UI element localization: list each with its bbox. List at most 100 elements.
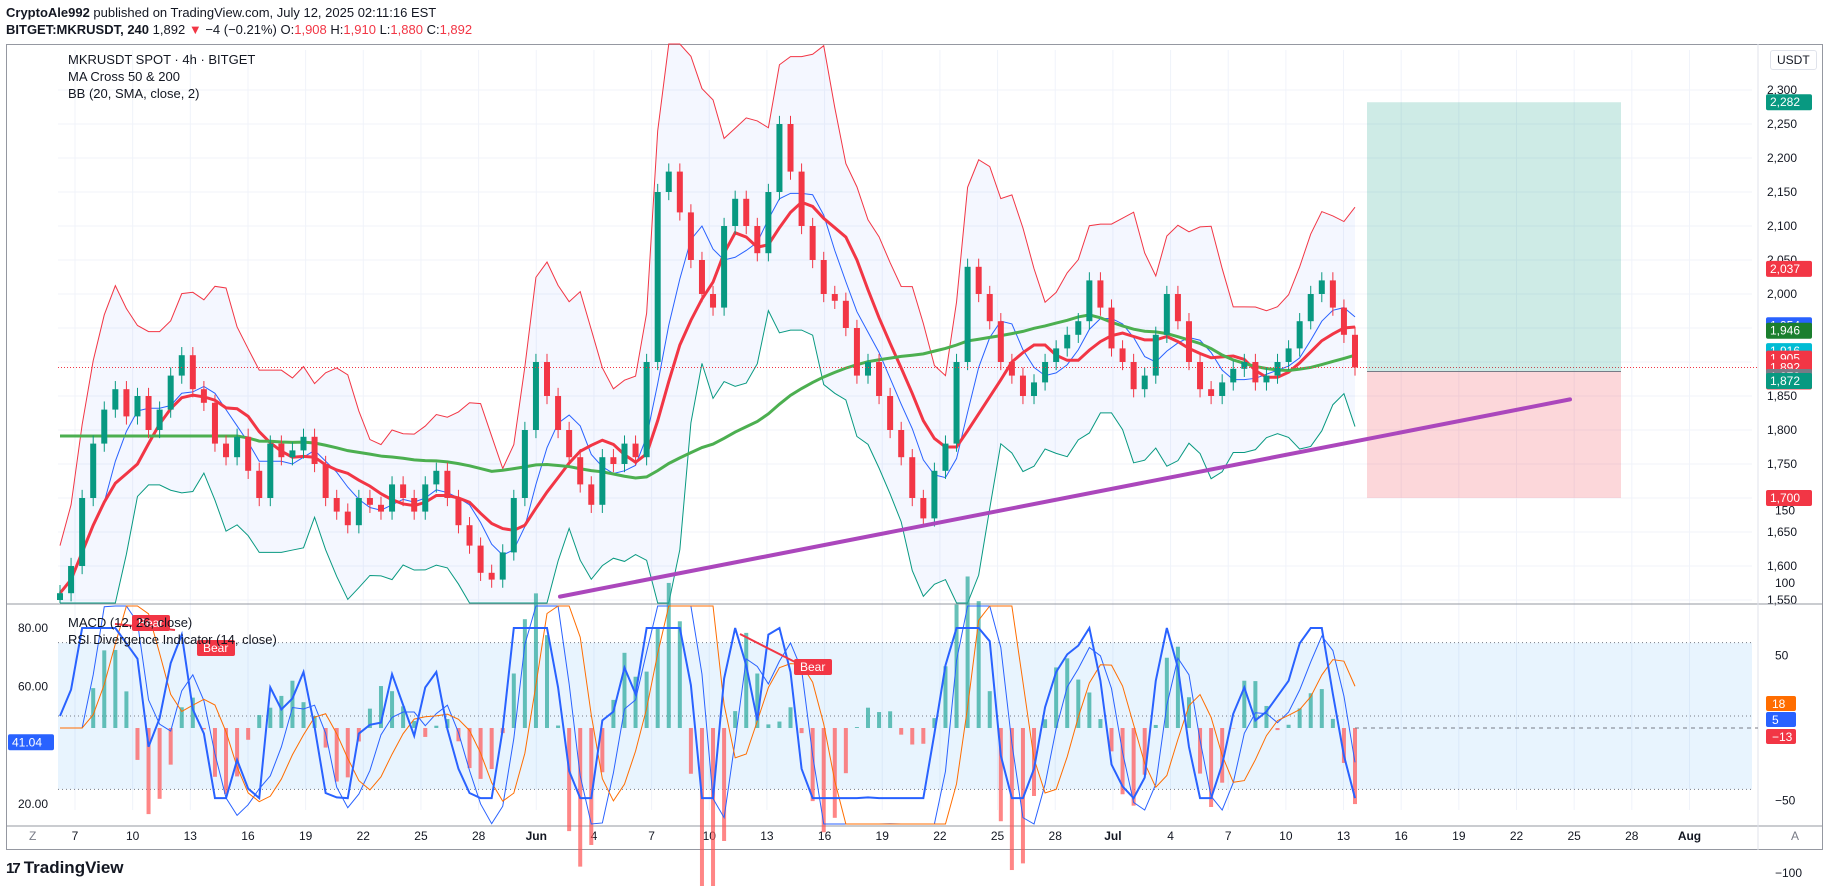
ohlc-line: BITGET:MKRUSDT, 240 1,892 ▼ −4 (−0.21%) … [6,21,472,38]
candle-body [610,457,617,464]
low-value: 1,880 [390,22,423,37]
price-axis-marker-label: 2,282 [1770,95,1800,109]
legend-rsi[interactable]: RSI Divergence Indicator (14, close) [68,632,277,647]
candle-body [510,498,517,553]
ma-200-line [60,313,1356,480]
candle-body [1329,280,1336,308]
candle-body [1086,280,1093,322]
macd-histogram-bar [832,728,837,818]
candle-body [842,300,849,328]
time-tick-label: 25 [1567,829,1581,843]
candle-body [477,545,484,573]
candle-body [1008,362,1015,376]
candle-body [234,436,241,458]
last-price: 1,892 [152,22,186,37]
rsi-last-marker [8,734,54,751]
candle-body [1019,375,1026,396]
candle-body [1296,321,1303,349]
rsi-tick-label: 20.00 [18,797,48,811]
price-axis-marker [1766,490,1812,506]
bollinger-lower [60,309,1356,604]
macd-histogram-bar [279,695,284,728]
candle-body [300,436,307,451]
candle-body [986,294,993,322]
candle-body [676,171,683,213]
candle-body [499,552,506,580]
candle-body [1119,348,1126,362]
macd-histogram-bar [467,728,472,769]
author-name[interactable]: CryptoAle992 [6,5,90,20]
candle-body [820,260,827,294]
macd-histogram-bar [91,688,96,728]
tradingview-logo-icon: 17 [6,859,21,877]
candle-body [333,498,340,512]
macd-histogram-bar [843,728,848,774]
time-tick-label: 25 [991,829,1005,843]
macd-histogram-bar [345,728,350,778]
candle-body [809,226,816,260]
candle-body [200,389,207,403]
candle-body [643,362,650,458]
macd-histogram-bar [246,728,251,740]
time-tick-label: 13 [760,829,774,843]
footer-brand[interactable]: 17 TradingView [6,858,124,878]
macd-last-marker [1766,729,1796,744]
macd-histogram-bar [633,676,638,728]
time-tick-label: Jun [526,829,547,843]
candle-body [920,498,927,519]
price-axis-marker-label: 1,872 [1770,374,1800,388]
macd-histogram-bar [235,728,240,777]
macd-histogram-bar [445,719,450,728]
time-tick-label: 13 [1337,829,1351,843]
candle-body [1163,294,1170,335]
legend-ma-cross[interactable]: MA Cross 50 & 200 [68,69,180,84]
macd-tick-label: 150 [1775,504,1795,518]
candle-body [377,504,384,512]
macd-histogram-bar [567,728,572,832]
candle-body [632,443,639,458]
macd-histogram-bar [545,635,550,728]
time-tick-label: 25 [414,829,428,843]
price-tick-label: 1,750 [1767,457,1797,471]
candle-body [178,355,185,376]
candle-body [698,260,705,294]
candle-body [588,484,595,505]
legend-title[interactable]: MKRUSDT SPOT · 4h · BITGET [68,52,256,67]
candle-body [189,355,196,390]
macd-histogram-bar [755,673,760,728]
auto-scale-button[interactable]: A [1791,829,1800,843]
candle-body [1064,334,1071,349]
macd-histogram-bar [821,728,826,833]
bear-divergence-badge [794,659,832,675]
candle-body [798,171,805,226]
candle-body [322,464,329,498]
time-tick-label: Jul [1104,829,1121,843]
candle-body [223,443,230,458]
low-label: L: [379,22,391,37]
macd-histogram-bar [865,707,870,728]
zoom-button[interactable]: Z [29,829,37,843]
candle-body [411,498,418,512]
macd-histogram-bar [888,711,893,728]
candle-body [776,124,783,192]
currency-button[interactable]: USDT [1770,50,1817,70]
legend-bollinger[interactable]: BB (20, SMA, close, 2) [68,86,200,101]
candle-body [444,470,451,498]
price-tick-label: 2,250 [1767,117,1797,131]
candle-body [344,511,351,526]
legend-macd[interactable]: MACD (12, 26, close) [68,615,193,630]
candle-body [964,266,971,362]
macd-histogram-bar [1319,689,1324,728]
price-tick-label: 1,800 [1767,423,1797,437]
price-axis-marker-label: 1,700 [1770,491,1800,505]
candle-body [754,226,761,254]
macd-histogram-bar [854,727,859,728]
symbol-label[interactable]: BITGET:MKRUSDT, 240 [6,22,150,37]
candle-body [831,294,838,301]
candle-body [1241,362,1248,369]
macd-histogram-bar [1297,708,1302,728]
macd-histogram-bar [301,702,306,728]
candle-body [1208,389,1215,396]
macd-histogram-bar [699,728,704,886]
